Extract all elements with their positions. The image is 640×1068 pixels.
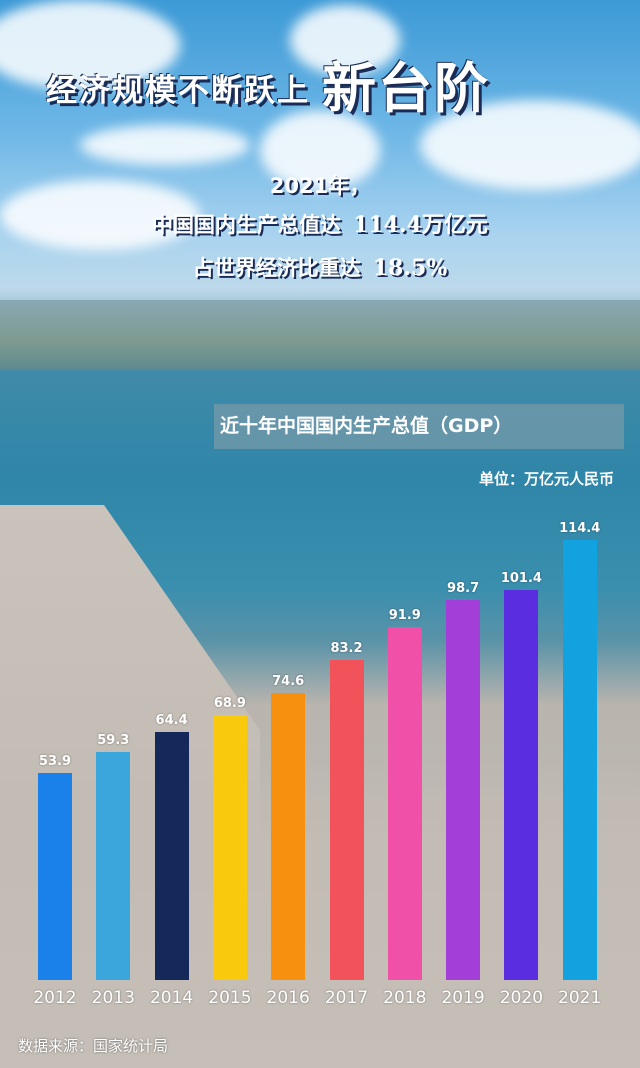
summary-line3: 占世界经济比重达 18.5%	[0, 252, 640, 282]
year-label-2020: 2020	[499, 988, 544, 1008]
cloud	[420, 100, 640, 190]
bar-2018	[387, 626, 422, 980]
data-source: 数据来源：国家统计局	[18, 1037, 169, 1055]
value-label-2016: 74.6	[272, 674, 305, 690]
value-label-2018: 91.9	[388, 607, 421, 623]
year-label-2019: 2019	[441, 988, 485, 1008]
headline-emphasis: 新台阶	[322, 56, 490, 120]
bar-2012	[38, 772, 72, 980]
value-label-2015: 68.9	[213, 696, 246, 711]
year-label-2012: 2012	[33, 988, 77, 1008]
bar-2017	[329, 660, 364, 980]
shoreline-background	[0, 300, 640, 370]
cloud	[80, 125, 250, 165]
summary-line2: 中国国内生产总值达 114.4万亿元	[0, 207, 640, 239]
bar-2014	[154, 732, 189, 980]
bar-2015	[212, 715, 247, 980]
headline: 经济规模不断跃上 新台阶	[46, 44, 490, 123]
world-share-value: 18.5%	[372, 255, 448, 281]
value-label-2014: 64.4	[155, 713, 188, 729]
year-label-2013: 2013	[91, 988, 135, 1008]
year-label-2014: 2014	[149, 988, 194, 1008]
year-label-2021: 2021	[558, 988, 602, 1008]
bar-2013	[96, 751, 131, 980]
world-share-label: 占世界经济比重达	[192, 256, 361, 280]
value-label-2019: 98.7	[447, 581, 480, 597]
cloud	[260, 110, 380, 190]
year-label-2015: 2015	[208, 988, 252, 1008]
cloud	[0, 0, 180, 90]
chart-unit: 单位：万亿元人民币	[478, 470, 614, 488]
bar-2021	[562, 540, 597, 980]
gdp-value: 114.4万亿元	[353, 212, 488, 238]
value-label-2012: 53.9	[38, 753, 72, 769]
headline-main: 经济规模不断跃上	[46, 73, 310, 109]
gdp-label: 中国国内生产总值达	[152, 213, 342, 237]
cloud	[290, 5, 400, 75]
year-label-2018: 2018	[383, 988, 427, 1008]
year-label-2017: 2017	[324, 988, 369, 1008]
bar-2020	[504, 590, 539, 980]
value-label-2020: 101.4	[500, 571, 542, 586]
cloud	[0, 180, 200, 250]
value-label-2013: 59.3	[97, 732, 130, 748]
summary-line1: 2021年，	[269, 174, 371, 198]
year-label-2016: 2016	[266, 988, 310, 1008]
value-label-2017: 83.2	[330, 641, 363, 656]
chart-title: 近十年中国国内生产总值（GDP）	[214, 404, 624, 449]
value-label-2021: 114.4	[559, 521, 601, 536]
bar-2019	[446, 600, 481, 980]
bar-2016	[271, 693, 306, 980]
